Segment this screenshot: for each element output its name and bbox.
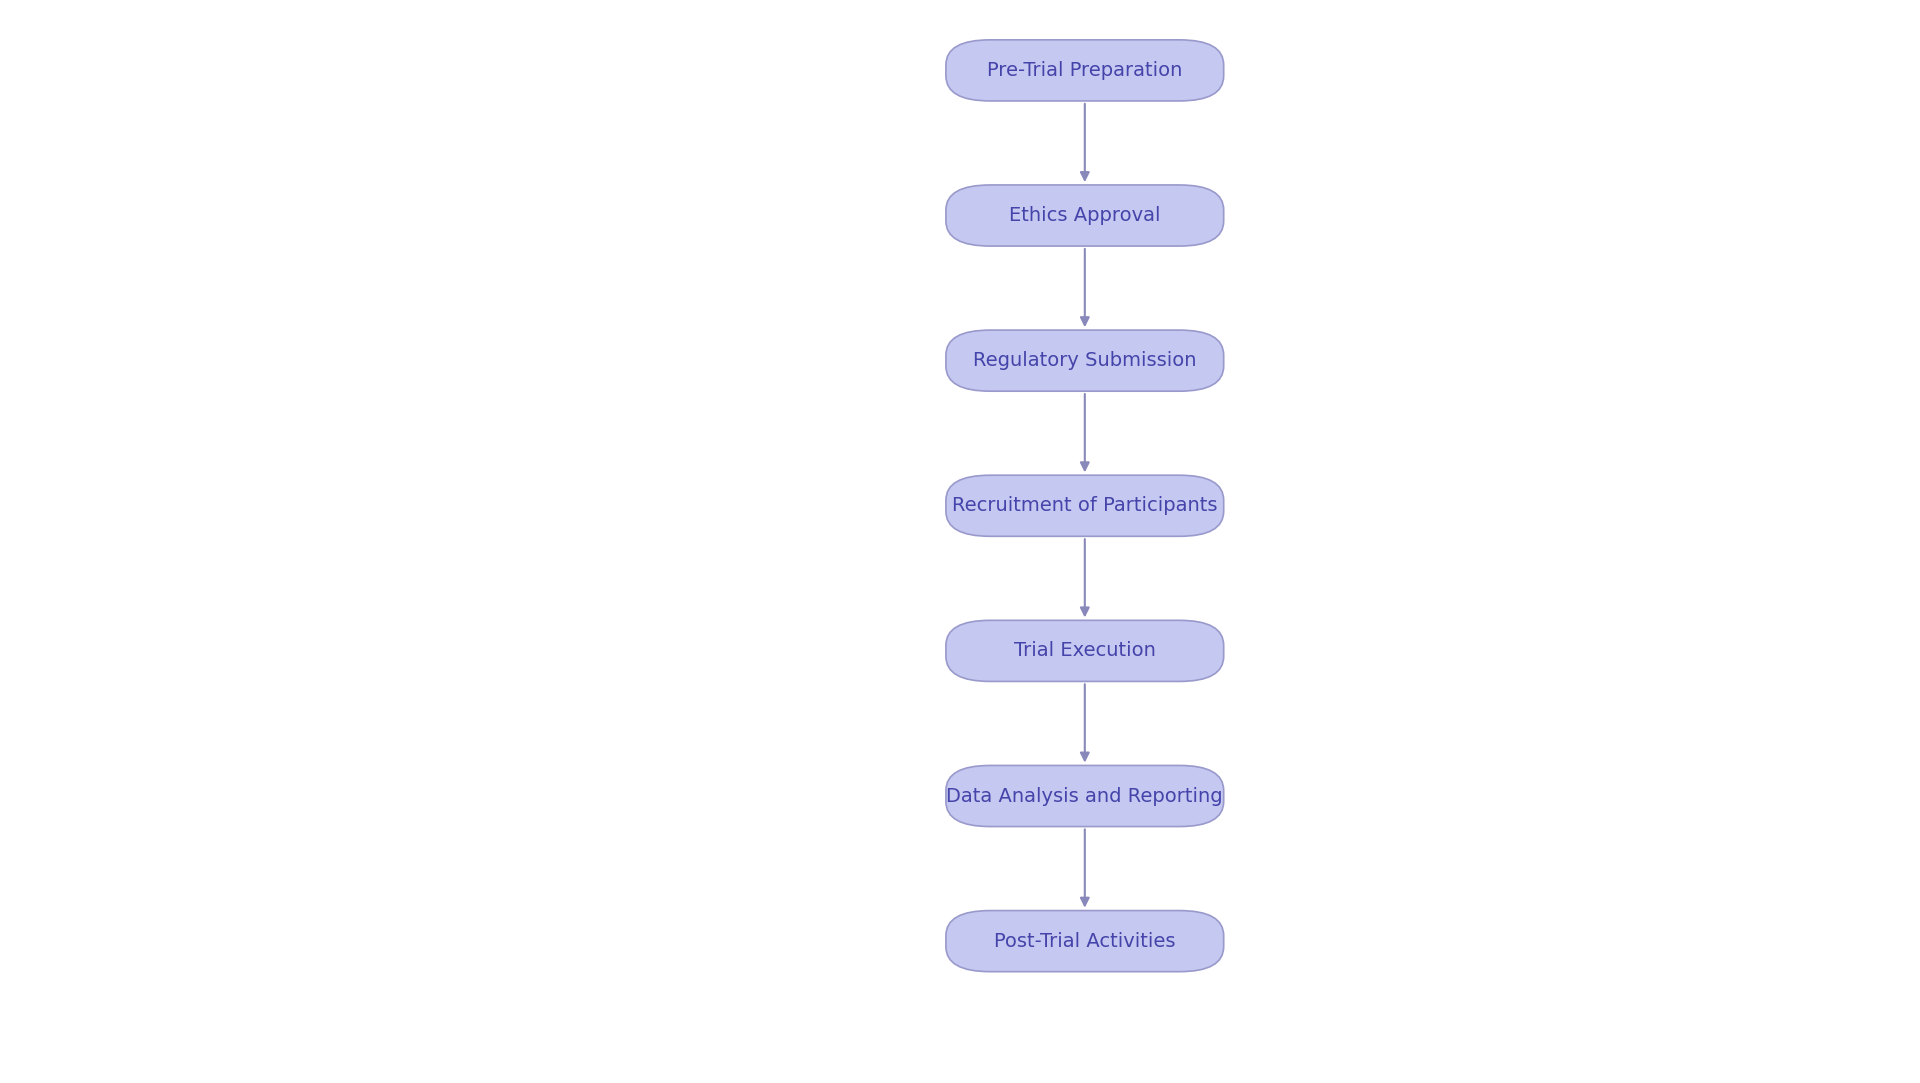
FancyBboxPatch shape: [947, 40, 1223, 101]
Text: Regulatory Submission: Regulatory Submission: [973, 351, 1196, 370]
Text: Ethics Approval: Ethics Approval: [1010, 206, 1160, 225]
Text: Post-Trial Activities: Post-Trial Activities: [995, 931, 1175, 951]
Text: Trial Execution: Trial Execution: [1014, 641, 1156, 661]
FancyBboxPatch shape: [947, 621, 1223, 681]
FancyBboxPatch shape: [947, 911, 1223, 971]
FancyBboxPatch shape: [947, 185, 1223, 246]
Text: Recruitment of Participants: Recruitment of Participants: [952, 496, 1217, 516]
FancyBboxPatch shape: [947, 330, 1223, 391]
FancyBboxPatch shape: [947, 766, 1223, 826]
Text: Data Analysis and Reporting: Data Analysis and Reporting: [947, 786, 1223, 806]
Text: Pre-Trial Preparation: Pre-Trial Preparation: [987, 61, 1183, 80]
FancyBboxPatch shape: [947, 475, 1223, 536]
